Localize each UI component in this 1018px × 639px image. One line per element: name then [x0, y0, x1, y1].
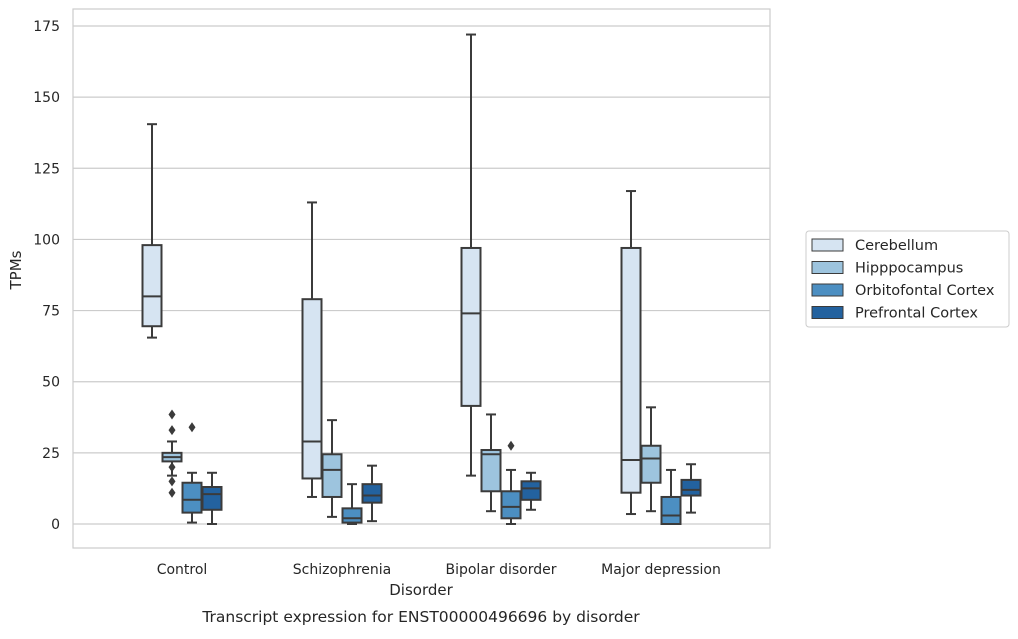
box-iqr	[321, 453, 343, 498]
legend-swatch	[811, 261, 844, 274]
box-iqr	[201, 486, 223, 511]
outlier-point	[188, 422, 196, 433]
box-orbitofontal-cortex	[341, 483, 363, 525]
y-tick-label: 150	[33, 90, 60, 106]
legend-swatch	[811, 283, 844, 297]
outlier-point	[168, 409, 176, 420]
y-tick-label: 50	[42, 375, 60, 391]
legend-swatch	[811, 238, 844, 252]
boxes	[141, 33, 702, 526]
legend-entry: Hipppocampus	[811, 261, 963, 277]
chart-caption: Transcript expression for ENST0000049669…	[201, 608, 640, 626]
box-cerebellum	[141, 123, 163, 339]
y-axis-label: TPMs	[7, 250, 25, 290]
box-iqr	[141, 244, 163, 328]
legend-entry: Prefrontal Cortex	[811, 306, 978, 322]
y-tick-label: 175	[33, 19, 60, 35]
y-tick-labels: 0 25 50 75 100 125 150 175	[33, 19, 60, 533]
box-iqr	[361, 483, 383, 504]
legend: Cerebellum Hipppocampus Orbitofontal Corte…	[805, 230, 1010, 328]
x-tick-label: Major depression	[601, 562, 721, 578]
box-iqr	[460, 246, 482, 407]
outlier-point	[168, 487, 176, 498]
box-hipppocampus	[480, 413, 502, 513]
legend-entry: Cerebellum	[811, 238, 938, 254]
legend-label: Orbitofontal Cortex	[855, 283, 995, 299]
box-hipppocampus	[161, 409, 183, 498]
legend-label: Hipppocampus	[855, 261, 963, 277]
box-iqr	[480, 449, 502, 493]
x-axis-label: Disorder	[389, 581, 453, 599]
x-tick-label: Control	[157, 562, 208, 578]
box-iqr	[181, 481, 203, 514]
box-hipppocampus	[640, 406, 662, 513]
legend-label: Prefrontal Cortex	[855, 306, 978, 322]
box-iqr	[680, 478, 702, 497]
y-tick-label: 25	[42, 446, 60, 462]
plot-background	[73, 9, 770, 548]
gridlines	[73, 25, 770, 525]
y-tick-label: 100	[33, 232, 60, 248]
box-orbitofontal-cortex	[500, 440, 522, 525]
legend-entry: Orbitofontal Cortex	[811, 283, 995, 299]
y-tick-label: 75	[42, 304, 60, 320]
legend-label: Cerebellum	[855, 238, 938, 254]
box-iqr	[341, 507, 363, 524]
box-iqr	[520, 480, 542, 501]
x-tick-label: Schizophrenia	[293, 562, 391, 578]
y-tick-label: 0	[51, 517, 60, 533]
box-iqr	[640, 444, 662, 484]
outlier-point	[507, 440, 515, 451]
box-iqr	[500, 490, 522, 520]
outlier-point	[168, 462, 176, 473]
plot-frame	[72, 8, 771, 549]
legend-swatch	[811, 306, 844, 319]
box-prefrontal-cortex	[520, 471, 542, 511]
box-cerebellum	[620, 190, 642, 516]
box-iqr	[620, 246, 642, 494]
box-cerebellum	[301, 201, 323, 498]
outlier-point	[168, 425, 176, 436]
box-prefrontal-cortex	[680, 463, 702, 514]
box-hipppocampus	[321, 419, 343, 518]
box-prefrontal-cortex	[361, 464, 383, 523]
y-tick-label: 125	[33, 161, 60, 177]
x-tick-label: Bipolar disorder	[445, 562, 556, 578]
x-tick-labels: Control Schizophrenia Bipolar disorder Majo…	[157, 562, 721, 578]
box-orbitofontal-cortex	[181, 422, 203, 524]
outlier-point	[168, 476, 176, 487]
box-cerebellum	[460, 33, 482, 477]
box-iqr	[660, 495, 682, 526]
box-orbitofontal-cortex	[660, 468, 682, 526]
legend-frame	[805, 230, 1010, 328]
box-iqr	[301, 298, 323, 480]
box-prefrontal-cortex	[201, 471, 223, 525]
